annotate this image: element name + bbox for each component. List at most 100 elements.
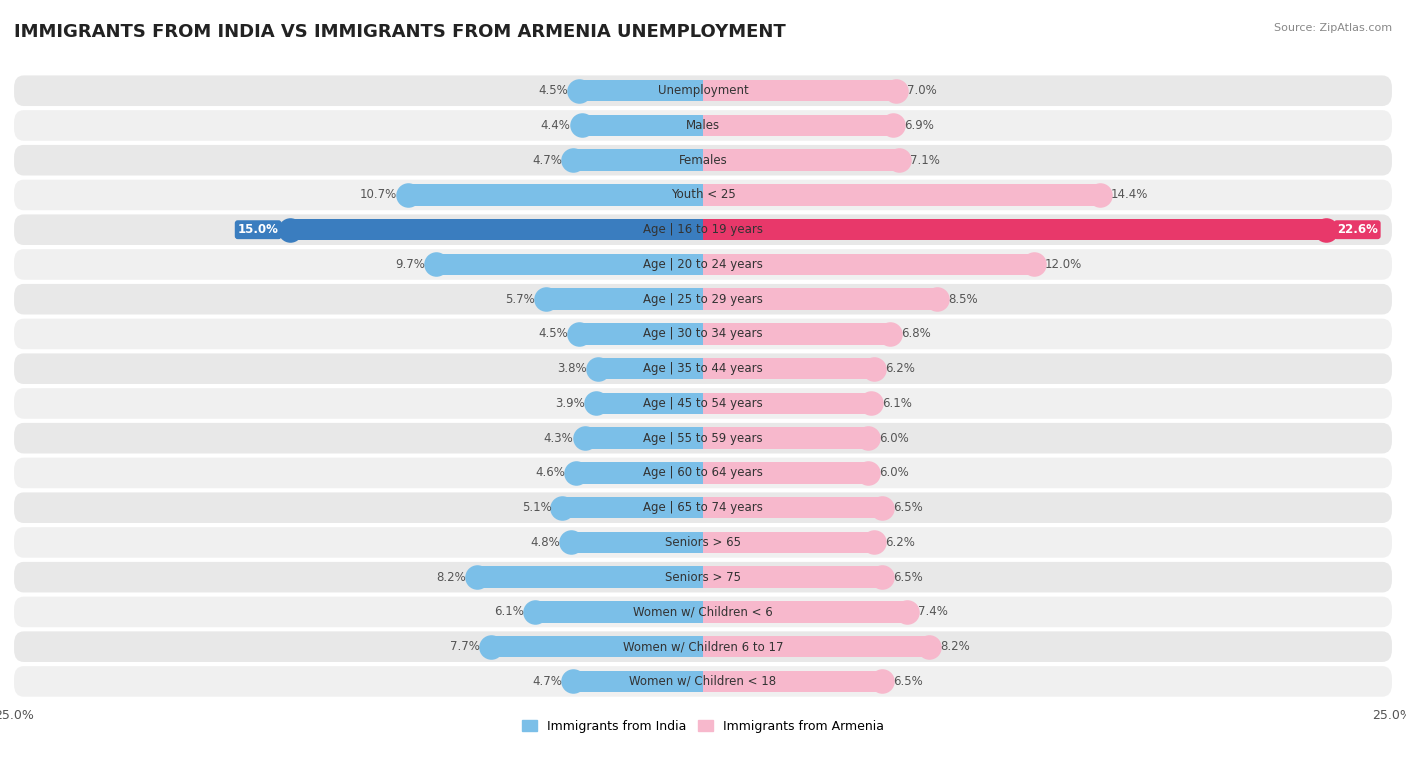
Bar <box>574 671 703 692</box>
Text: Age | 65 to 74 years: Age | 65 to 74 years <box>643 501 763 514</box>
Text: 6.9%: 6.9% <box>904 119 934 132</box>
FancyBboxPatch shape <box>14 458 1392 488</box>
Text: 4.8%: 4.8% <box>530 536 560 549</box>
Text: 3.9%: 3.9% <box>555 397 585 410</box>
Text: 7.0%: 7.0% <box>907 84 936 97</box>
Text: Age | 16 to 19 years: Age | 16 to 19 years <box>643 223 763 236</box>
Text: 6.5%: 6.5% <box>893 501 922 514</box>
Text: Women w/ Children < 18: Women w/ Children < 18 <box>630 675 776 688</box>
Bar <box>703 393 872 414</box>
Bar <box>703 428 869 449</box>
Bar <box>477 566 703 588</box>
Text: 7.7%: 7.7% <box>450 640 479 653</box>
Text: 6.8%: 6.8% <box>901 328 931 341</box>
Text: 6.2%: 6.2% <box>884 362 915 375</box>
Bar <box>408 184 703 206</box>
Text: 8.2%: 8.2% <box>436 571 465 584</box>
FancyBboxPatch shape <box>14 76 1392 106</box>
Bar <box>290 219 703 241</box>
Text: Seniors > 75: Seniors > 75 <box>665 571 741 584</box>
Text: 22.6%: 22.6% <box>1337 223 1378 236</box>
Text: 6.2%: 6.2% <box>884 536 915 549</box>
Bar <box>571 531 703 553</box>
Text: 6.0%: 6.0% <box>879 431 910 444</box>
Text: Males: Males <box>686 119 720 132</box>
Bar <box>703 184 1099 206</box>
FancyBboxPatch shape <box>14 179 1392 210</box>
Bar <box>703 219 1326 241</box>
Bar <box>703 149 898 171</box>
Text: Age | 55 to 59 years: Age | 55 to 59 years <box>643 431 763 444</box>
Text: 7.1%: 7.1% <box>910 154 939 167</box>
Text: Age | 30 to 34 years: Age | 30 to 34 years <box>643 328 763 341</box>
Text: 5.7%: 5.7% <box>505 293 534 306</box>
Bar <box>534 601 703 623</box>
Text: Females: Females <box>679 154 727 167</box>
Bar <box>703 323 890 344</box>
Bar <box>546 288 703 310</box>
Text: 7.4%: 7.4% <box>918 606 948 618</box>
Text: 4.4%: 4.4% <box>541 119 571 132</box>
Bar <box>703 288 938 310</box>
Text: 4.5%: 4.5% <box>538 84 568 97</box>
Text: 4.7%: 4.7% <box>533 154 562 167</box>
FancyBboxPatch shape <box>14 597 1392 628</box>
FancyBboxPatch shape <box>14 492 1392 523</box>
Text: 12.0%: 12.0% <box>1045 258 1083 271</box>
Bar <box>579 323 703 344</box>
Text: 14.4%: 14.4% <box>1111 188 1149 201</box>
Bar <box>436 254 703 276</box>
Text: Women w/ Children 6 to 17: Women w/ Children 6 to 17 <box>623 640 783 653</box>
Bar <box>599 358 703 379</box>
Bar <box>703 566 882 588</box>
Text: 6.1%: 6.1% <box>882 397 912 410</box>
Text: IMMIGRANTS FROM INDIA VS IMMIGRANTS FROM ARMENIA UNEMPLOYMENT: IMMIGRANTS FROM INDIA VS IMMIGRANTS FROM… <box>14 23 786 41</box>
Bar <box>703 531 875 553</box>
Text: 6.0%: 6.0% <box>879 466 910 479</box>
FancyBboxPatch shape <box>14 423 1392 453</box>
Bar <box>596 393 703 414</box>
Bar <box>562 497 703 519</box>
Bar <box>703 497 882 519</box>
FancyBboxPatch shape <box>14 319 1392 349</box>
Text: Source: ZipAtlas.com: Source: ZipAtlas.com <box>1274 23 1392 33</box>
Bar <box>703 254 1033 276</box>
Bar <box>703 601 907 623</box>
Text: Seniors > 65: Seniors > 65 <box>665 536 741 549</box>
Bar <box>703 358 875 379</box>
Text: 6.5%: 6.5% <box>893 571 922 584</box>
Text: 4.6%: 4.6% <box>536 466 565 479</box>
FancyBboxPatch shape <box>14 284 1392 314</box>
Text: 3.8%: 3.8% <box>558 362 588 375</box>
Legend: Immigrants from India, Immigrants from Armenia: Immigrants from India, Immigrants from A… <box>522 720 884 733</box>
FancyBboxPatch shape <box>14 249 1392 280</box>
FancyBboxPatch shape <box>14 145 1392 176</box>
FancyBboxPatch shape <box>14 666 1392 696</box>
Text: 9.7%: 9.7% <box>395 258 425 271</box>
Text: 15.0%: 15.0% <box>238 223 278 236</box>
Text: 6.5%: 6.5% <box>893 675 922 688</box>
Bar <box>703 636 929 657</box>
FancyBboxPatch shape <box>14 214 1392 245</box>
Bar <box>703 463 869 484</box>
Bar <box>703 115 893 136</box>
Text: 6.1%: 6.1% <box>494 606 524 618</box>
Bar <box>585 428 703 449</box>
Text: 10.7%: 10.7% <box>360 188 396 201</box>
Text: Youth < 25: Youth < 25 <box>671 188 735 201</box>
Bar <box>579 80 703 101</box>
FancyBboxPatch shape <box>14 111 1392 141</box>
Text: 4.5%: 4.5% <box>538 328 568 341</box>
Text: 4.7%: 4.7% <box>533 675 562 688</box>
Text: 8.2%: 8.2% <box>941 640 970 653</box>
Text: Age | 20 to 24 years: Age | 20 to 24 years <box>643 258 763 271</box>
Bar <box>491 636 703 657</box>
Text: 5.1%: 5.1% <box>522 501 551 514</box>
Bar <box>703 80 896 101</box>
Text: Women w/ Children < 6: Women w/ Children < 6 <box>633 606 773 618</box>
FancyBboxPatch shape <box>14 631 1392 662</box>
FancyBboxPatch shape <box>14 388 1392 419</box>
Text: Age | 35 to 44 years: Age | 35 to 44 years <box>643 362 763 375</box>
Text: Unemployment: Unemployment <box>658 84 748 97</box>
FancyBboxPatch shape <box>14 354 1392 384</box>
